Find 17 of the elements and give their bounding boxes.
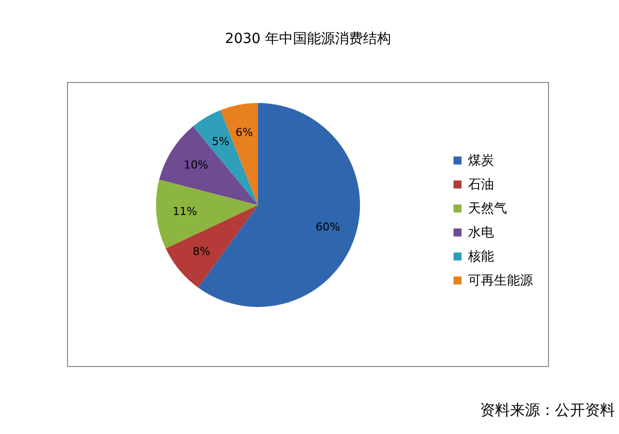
data-label: 8% bbox=[192, 244, 210, 258]
legend-label: 天然气 bbox=[468, 202, 507, 216]
data-label: 10% bbox=[184, 158, 208, 172]
pie-slice bbox=[166, 205, 258, 288]
legend-label: 水电 bbox=[468, 226, 494, 240]
data-label: 11% bbox=[172, 204, 198, 218]
data-label: 6% bbox=[236, 126, 253, 139]
legend-label: 石油 bbox=[468, 178, 494, 192]
chart-title: 2030 年中国能源消费结构 bbox=[224, 31, 392, 47]
pie-slice bbox=[156, 180, 258, 248]
data-label: 5% bbox=[212, 134, 230, 148]
legend-label: 煤炭 bbox=[468, 154, 494, 168]
legend-label: 可再生能源 bbox=[468, 274, 533, 288]
legend-label: 核能 bbox=[467, 250, 494, 264]
data-label: 60% bbox=[316, 220, 340, 234]
pie-slice bbox=[159, 126, 258, 205]
text: 资料来源：公开资料 bbox=[480, 401, 615, 419]
